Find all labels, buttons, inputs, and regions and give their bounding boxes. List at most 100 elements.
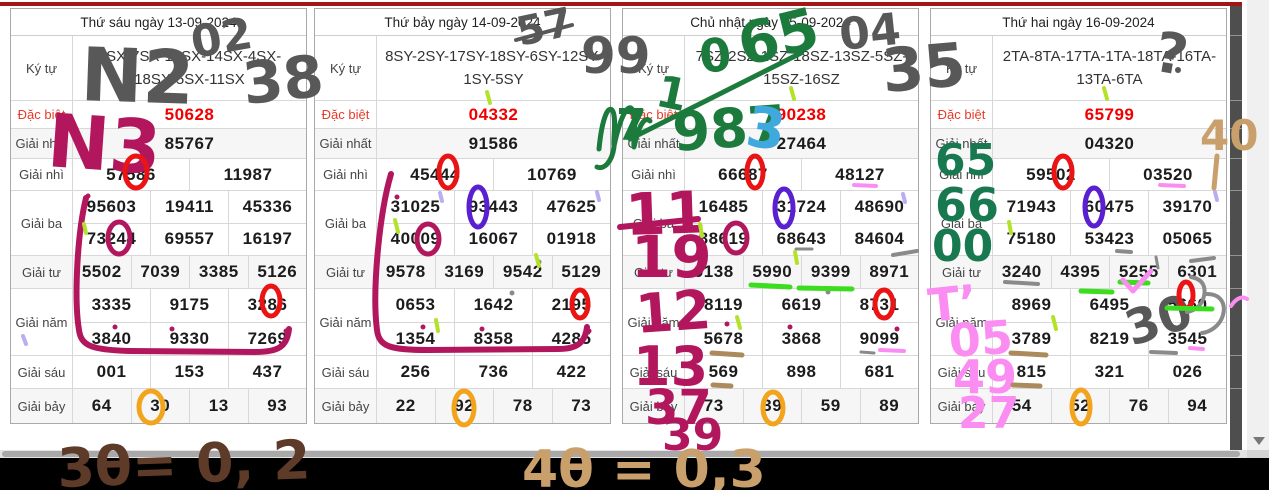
prize-value: 76 bbox=[1109, 389, 1168, 423]
bottom-black-band bbox=[0, 458, 1269, 490]
prize-value: 9542 bbox=[493, 256, 552, 288]
prize-row: Đặc biệt 04332 bbox=[315, 101, 610, 129]
prize-value: 71943 bbox=[1006, 196, 1057, 216]
prize-value: 05065 bbox=[1148, 223, 1226, 255]
prize-value: 50628 bbox=[164, 104, 215, 124]
prize-value: 59502 bbox=[1026, 164, 1076, 184]
prize-label: Giải năm bbox=[931, 289, 993, 355]
prize-label: Đặc biệt bbox=[11, 101, 73, 128]
prize-value: 22 bbox=[395, 396, 416, 415]
prize-row: Giải năm 8119 6619 8731 5678 3868 9099 bbox=[623, 289, 918, 356]
horizontal-scrollbar-thumb[interactable] bbox=[2, 451, 1240, 457]
prize-row: Giải sáu 256 736 422 bbox=[315, 356, 610, 389]
prize-value: 6619 bbox=[762, 289, 840, 322]
prize-label: Giải tư bbox=[315, 256, 377, 288]
prize-value: 5502 bbox=[81, 262, 122, 281]
prize-value: 0653 bbox=[395, 295, 436, 315]
prize-value: 31025 bbox=[390, 196, 441, 216]
prize-value: 9399 bbox=[801, 256, 860, 288]
prize-row: Giải nhất 27464 bbox=[623, 129, 918, 159]
prize-value: 47625 bbox=[532, 191, 610, 223]
strip-row-line bbox=[1230, 158, 1242, 159]
prize-label: Giải ba bbox=[11, 191, 73, 255]
prize-value: 85767 bbox=[164, 133, 215, 153]
prize-value: 5678 bbox=[703, 328, 744, 348]
top-red-divider bbox=[0, 2, 1242, 6]
prize-value: 9138 bbox=[693, 262, 734, 281]
prize-value: 681 bbox=[840, 356, 918, 388]
prize-label: Giải năm bbox=[315, 289, 377, 355]
scrollbar-down-arrow-icon[interactable] bbox=[1253, 437, 1265, 445]
prize-value: 16197 bbox=[228, 223, 306, 255]
prize-value: 3169 bbox=[434, 256, 494, 288]
prize-label: Giải nhất bbox=[315, 129, 377, 158]
prize-label: Giải năm bbox=[623, 289, 685, 355]
prize-value: 89 bbox=[859, 389, 919, 423]
vertical-scrollbar-track[interactable] bbox=[1247, 0, 1269, 450]
prize-value: 94 bbox=[1167, 389, 1227, 423]
prize-value: 5255 bbox=[1109, 256, 1168, 288]
prize-label: Ký tự bbox=[623, 36, 685, 100]
prize-value: 6301 bbox=[1167, 256, 1227, 288]
prize-row: Giải nhì 59502 03520 bbox=[931, 159, 1226, 191]
prize-value: 153 bbox=[150, 356, 228, 388]
prize-row: Ký tự 9SX-7SX-10SX-14SX-4SX-18SX-5SX-11SX bbox=[11, 36, 306, 101]
prize-row: Giải năm 3335 9175 3286 3840 9330 7269 bbox=[11, 289, 306, 356]
prize-row: Giải tư 9578 3169 9542 5129 bbox=[315, 256, 610, 289]
prize-value: 01918 bbox=[532, 223, 610, 255]
prize-value: 1354 bbox=[395, 328, 436, 348]
prize-label: Giải nhì bbox=[931, 159, 993, 190]
prize-value: 3545 bbox=[1148, 322, 1226, 355]
prize-value: 4395 bbox=[1050, 256, 1110, 288]
prize-row: Giải nhất 85767 bbox=[11, 129, 306, 159]
prize-label: Giải bảy bbox=[11, 389, 73, 423]
prize-label: Ký tự bbox=[11, 36, 73, 100]
next-table-edge-strip bbox=[1230, 6, 1242, 450]
prize-value: 54 bbox=[1011, 396, 1032, 415]
prize-label: Giải ba bbox=[931, 191, 993, 255]
prize-label: Giải nhất bbox=[931, 129, 993, 158]
prize-value: 30 bbox=[130, 389, 190, 423]
prize-row: Đặc biệt 90238 bbox=[623, 101, 918, 129]
prize-value: 48690 bbox=[840, 191, 918, 223]
prize-value: 73 bbox=[703, 396, 724, 415]
prize-value: 6495 bbox=[1070, 289, 1148, 322]
prize-value: 64 bbox=[91, 396, 112, 415]
prize-value: 3286 bbox=[228, 289, 306, 322]
prize-value: 16067 bbox=[454, 223, 532, 255]
prize-value: 11987 bbox=[189, 159, 306, 190]
prize-value: 73 bbox=[551, 389, 611, 423]
prize-row: Đặc biệt 65799 bbox=[931, 101, 1226, 129]
prize-label: Giải sáu bbox=[11, 356, 73, 388]
prize-label: Giải nhì bbox=[11, 159, 73, 190]
prize-value: 569 bbox=[708, 362, 739, 381]
prize-row: Ký tự 7SZ-2SZ-1SZ-18SZ-13SZ-5SZ-15SZ-16SZ bbox=[623, 36, 918, 101]
prize-value: 31724 bbox=[762, 191, 840, 223]
prize-value: 5660 bbox=[1148, 289, 1226, 322]
prize-row: Giải tư 5502 7039 3385 5126 bbox=[11, 256, 306, 289]
strip-row-line bbox=[1230, 100, 1242, 101]
prize-row: Giải tư 9138 5990 9399 8971 bbox=[623, 256, 918, 289]
prize-value: 57586 bbox=[106, 164, 156, 184]
prize-value: 68643 bbox=[762, 223, 840, 255]
kytu-value: 8SY-2SY-17SY-18SY-6SY-12SY-1SY-5SY bbox=[385, 47, 602, 88]
prize-label: Đặc biệt bbox=[623, 101, 685, 128]
prize-value: 1642 bbox=[454, 289, 532, 322]
prize-value: 437 bbox=[228, 356, 306, 388]
prize-label: Ký tự bbox=[315, 36, 377, 100]
prize-value: 898 bbox=[762, 356, 840, 388]
table-date: Thứ sáu ngày 13-09-2024 bbox=[11, 9, 306, 36]
prize-value: 3789 bbox=[1011, 328, 1052, 348]
prize-value: 75180 bbox=[1006, 229, 1057, 249]
prize-value: 9099 bbox=[840, 322, 918, 355]
prize-value: 8119 bbox=[704, 295, 743, 315]
prize-value: 3840 bbox=[91, 328, 132, 348]
prize-value: 66687 bbox=[718, 164, 768, 184]
table-rows: Ký tự 2TA-8TA-17TA-1TA-18TA-16TA-13TA-6TA… bbox=[931, 36, 1226, 423]
prize-value: 3868 bbox=[762, 322, 840, 355]
prize-row: Giải nhất 91586 bbox=[315, 129, 610, 159]
prize-label: Ký tự bbox=[931, 36, 993, 100]
table-rows: Ký tự 8SY-2SY-17SY-18SY-6SY-12SY-1SY-5SY Đ… bbox=[315, 36, 610, 423]
prize-value: 88619 bbox=[698, 229, 749, 249]
prize-value: 4285 bbox=[532, 322, 610, 355]
